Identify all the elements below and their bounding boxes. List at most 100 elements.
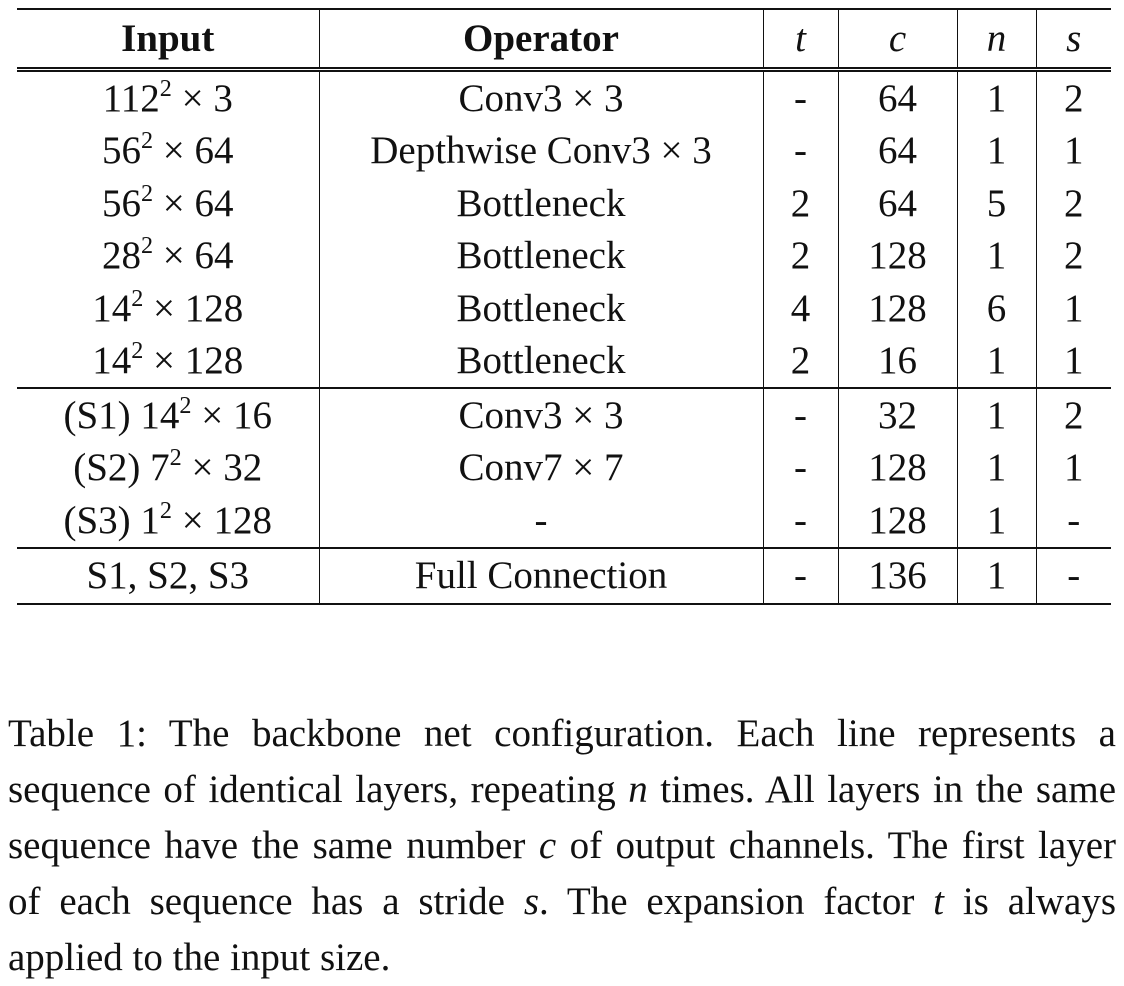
header-t: t <box>763 8 839 72</box>
caption-text: of output channels. The first layer of e… <box>8 824 1116 923</box>
input-base: (S3) 1 <box>63 498 160 542</box>
cell-s: 1 <box>1064 286 1084 330</box>
header-row: Input Operator t c n s <box>17 8 1111 72</box>
cell-s: 2 <box>1064 234 1084 278</box>
cell-n: 1 <box>957 441 1037 494</box>
cell-n: 1 <box>957 334 1037 388</box>
cell-input: S1, S2, S3 <box>17 546 320 605</box>
cell-t: - <box>763 69 839 125</box>
cell-n: 1 <box>957 229 1037 282</box>
cell-n: 1 <box>957 387 1037 442</box>
cell-operator: Bottleneck <box>319 229 764 282</box>
cell-input: 562 × 64 <box>17 124 320 177</box>
cell-s: - <box>1067 498 1081 542</box>
input-base: 14 <box>92 286 132 330</box>
caption-var-c: c <box>538 824 557 867</box>
input-rest: × 128 <box>172 498 272 542</box>
header-s: s <box>1036 8 1111 72</box>
caption-text: times. All layers in the same sequence h… <box>8 768 1116 867</box>
table-row: S1, S2, S3 Full Connection -136 1- <box>17 546 1111 605</box>
cell-c: 128 <box>838 441 958 494</box>
cell-operator: Bottleneck <box>319 282 764 335</box>
table-header: Input Operator t c n s <box>17 8 1111 72</box>
table-row: 282 × 64 Bottleneck 2 128 1 2 <box>17 229 1111 282</box>
cell-n: 6 <box>957 282 1037 335</box>
cell-operator: Conv3 × 3 <box>319 69 764 125</box>
caption-text: is always applied to the input size. <box>8 880 1116 979</box>
input-rest: × 3 <box>171 76 233 120</box>
input-base: S1, S2, S3 <box>86 554 250 597</box>
cell-t: - <box>763 494 839 548</box>
input-exponent: 2 <box>169 444 182 472</box>
cell-c: 64 <box>838 69 958 125</box>
cell-operator: Conv3 × 3 <box>319 387 764 442</box>
cell-input: 1122 × 3 <box>17 69 320 125</box>
cell-input: 562 × 64 <box>17 177 320 230</box>
cell-c: 128 <box>838 494 958 548</box>
input-base: 28 <box>101 234 141 278</box>
input-exponent: 2 <box>131 284 144 312</box>
table-row: 562 × 64 Bottleneck 2 64 5 2 <box>17 177 1111 230</box>
cell-input: (S3) 12 × 128 <box>17 494 320 548</box>
input-rest: × 128 <box>143 339 244 383</box>
backbone-config-table: Input Operator t c n s 1122 × 3 Conv3 × 3… <box>17 8 1111 605</box>
cell-c: 128 <box>838 282 958 335</box>
cell-t: 2 <box>763 229 839 282</box>
input-base: 112 <box>102 76 160 120</box>
cell-s: 1 <box>1064 446 1084 490</box>
caption-var-n: n <box>628 768 648 811</box>
cell-s: - <box>1036 546 1111 605</box>
input-rest: × 64 <box>153 181 234 225</box>
caption-var-s: s <box>523 880 540 923</box>
input-exponent: 2 <box>140 232 154 260</box>
caption-text: . The expansion factor <box>539 880 934 923</box>
cell-n: 1 <box>957 124 1037 177</box>
table-caption: Table 1: The backbone net configuration.… <box>8 706 1116 986</box>
cell-s: 1 <box>1064 129 1084 173</box>
input-rest: × 32 <box>181 446 263 490</box>
header-c: c <box>838 8 958 72</box>
cell-input: 282 × 64 <box>17 229 320 282</box>
table-row: (S2) 72 × 32 Conv7 × 7-128 1 1 <box>17 441 1111 494</box>
cell-s: 2 <box>1064 76 1084 120</box>
input-exponent: 2 <box>140 127 154 155</box>
header-n: n <box>957 8 1037 72</box>
cell-input: 142 × 128 <box>17 334 320 388</box>
header-input: Input <box>17 8 320 72</box>
table-row: 1122 × 3 Conv3 × 3-64 1 2 <box>17 69 1111 125</box>
table-row: (S3) 12 × 128- -128 1- <box>17 494 1111 548</box>
cell-c: 64 <box>838 177 958 230</box>
cell-c: 16 <box>838 334 958 388</box>
backbone-config-table-container: Input Operator t c n s 1122 × 3 Conv3 × 3… <box>17 8 1111 605</box>
table-body: 1122 × 3 Conv3 × 3-64 1 2 562 × 64 Depthwise … <box>17 69 1111 605</box>
table-row: 562 × 64 Depthwise Conv3 × 3-64 1 1 <box>17 124 1111 177</box>
cell-t: 2 <box>763 177 839 230</box>
cell-input: (S2) 72 × 32 <box>17 441 320 494</box>
cell-c: 64 <box>838 124 958 177</box>
input-rest: × 128 <box>143 286 244 330</box>
input-rest: × 64 <box>153 129 234 173</box>
cell-t: 4 <box>763 282 839 335</box>
cell-operator: Depthwise Conv3 × 3 <box>319 124 764 177</box>
cell-c: 136 <box>838 546 958 605</box>
input-rest: × 16 <box>191 393 272 437</box>
cell-operator: - <box>319 494 764 548</box>
cell-n: 1 <box>957 546 1037 605</box>
cell-c: 128 <box>838 229 958 282</box>
cell-operator: Full Connection <box>319 546 764 605</box>
cell-operator: Bottleneck <box>319 177 764 230</box>
cell-t: - <box>763 441 839 494</box>
cell-t: - <box>763 124 839 177</box>
input-base: 56 <box>101 129 141 173</box>
input-rest: × 64 <box>153 234 234 278</box>
table-row: 142 × 128 Bottleneck 4 128 6 1 <box>17 282 1111 335</box>
input-exponent: 2 <box>140 179 154 207</box>
cell-operator: Bottleneck <box>319 334 764 388</box>
input-base: (S2) 7 <box>73 446 170 490</box>
cell-input: (S1) 142 × 16 <box>17 387 320 442</box>
cell-s: 1 <box>1064 339 1084 383</box>
input-base: (S1) 14 <box>63 393 180 437</box>
input-base: 14 <box>92 339 132 383</box>
caption-text: Table 1: The backbone net configuration.… <box>8 712 1116 811</box>
cell-s: 2 <box>1064 181 1084 225</box>
